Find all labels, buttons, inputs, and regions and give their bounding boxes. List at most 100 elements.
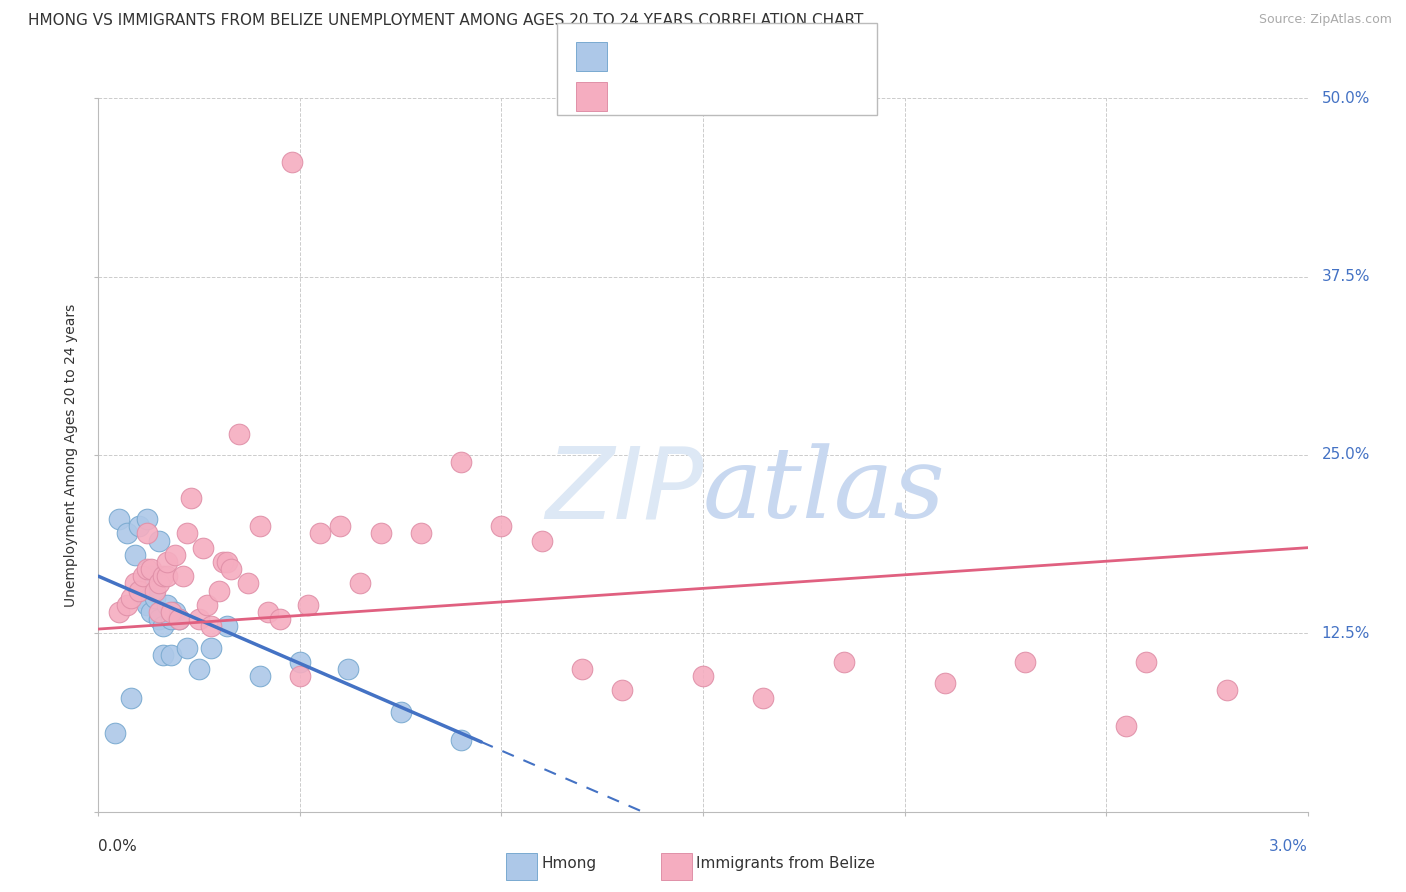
- Point: [128, 583, 150, 598]
- Point: [120, 690, 142, 705]
- Point: [329, 519, 352, 533]
- Point: [200, 640, 222, 655]
- Text: HMONG VS IMMIGRANTS FROM BELIZE UNEMPLOYMENT AMONG AGES 20 TO 24 YEARS CORRELATI: HMONG VS IMMIGRANTS FROM BELIZE UNEMPLOY…: [28, 13, 863, 29]
- Point: [409, 526, 432, 541]
- Point: [152, 619, 174, 633]
- Point: [249, 669, 271, 683]
- Point: [297, 598, 319, 612]
- Point: [281, 155, 304, 169]
- Point: [692, 669, 714, 683]
- Text: Immigrants from Belize: Immigrants from Belize: [696, 856, 875, 871]
- Point: [156, 555, 179, 569]
- Point: [115, 598, 138, 612]
- Point: [337, 662, 360, 676]
- Point: [180, 491, 202, 505]
- Point: [370, 526, 392, 541]
- Point: [752, 690, 775, 705]
- Point: [236, 576, 259, 591]
- Point: [160, 605, 183, 619]
- Text: Source: ZipAtlas.com: Source: ZipAtlas.com: [1258, 13, 1392, 27]
- Text: R =  0.094   N = 55: R = 0.094 N = 55: [619, 87, 780, 105]
- Point: [103, 726, 125, 740]
- Text: atlas: atlas: [703, 443, 946, 538]
- Text: 50.0%: 50.0%: [1322, 91, 1369, 105]
- Point: [128, 519, 150, 533]
- Point: [135, 512, 157, 526]
- Point: [132, 591, 155, 605]
- Point: [309, 526, 332, 541]
- Point: [193, 541, 215, 555]
- Point: [188, 612, 211, 626]
- Text: 3.0%: 3.0%: [1268, 839, 1308, 855]
- Text: Hmong: Hmong: [541, 856, 596, 871]
- Point: [156, 598, 179, 612]
- Point: [221, 562, 243, 576]
- Point: [167, 612, 190, 626]
- Point: [172, 569, 194, 583]
- Point: [139, 562, 162, 576]
- Point: [163, 548, 186, 562]
- Text: 37.5%: 37.5%: [1322, 269, 1369, 284]
- Point: [139, 569, 162, 583]
- Text: 12.5%: 12.5%: [1322, 626, 1369, 640]
- Point: [228, 426, 250, 441]
- Point: [249, 519, 271, 533]
- Point: [349, 576, 371, 591]
- Point: [1135, 655, 1157, 669]
- Point: [115, 526, 138, 541]
- Point: [389, 705, 412, 719]
- Point: [143, 591, 166, 605]
- Point: [530, 533, 553, 548]
- Point: [156, 569, 179, 583]
- Point: [217, 619, 239, 633]
- Point: [1115, 719, 1137, 733]
- Point: [450, 733, 472, 747]
- Point: [571, 662, 593, 676]
- Point: [143, 583, 166, 598]
- Point: [152, 569, 174, 583]
- Point: [135, 598, 157, 612]
- Point: [148, 533, 170, 548]
- Point: [148, 576, 170, 591]
- Point: [160, 648, 183, 662]
- Point: [135, 562, 157, 576]
- Text: 0.0%: 0.0%: [98, 839, 138, 855]
- Point: [148, 612, 170, 626]
- Point: [124, 548, 146, 562]
- Point: [120, 591, 142, 605]
- Point: [160, 612, 183, 626]
- Point: [212, 555, 235, 569]
- Point: [176, 526, 198, 541]
- Point: [188, 662, 211, 676]
- Point: [135, 526, 157, 541]
- Point: [132, 569, 155, 583]
- Point: [256, 605, 278, 619]
- Text: 25.0%: 25.0%: [1322, 448, 1369, 462]
- Point: [1216, 683, 1239, 698]
- Point: [128, 583, 150, 598]
- Point: [152, 648, 174, 662]
- Point: [176, 640, 198, 655]
- Point: [167, 612, 190, 626]
- Point: [934, 676, 956, 690]
- Point: [107, 605, 129, 619]
- Point: [163, 605, 186, 619]
- Point: [148, 605, 170, 619]
- Point: [450, 455, 472, 469]
- Point: [1014, 655, 1036, 669]
- Point: [288, 669, 311, 683]
- Point: [107, 512, 129, 526]
- Point: [832, 655, 855, 669]
- Point: [139, 605, 162, 619]
- Text: R = -0.330   N = 31: R = -0.330 N = 31: [619, 47, 782, 65]
- Text: ZIP: ZIP: [544, 442, 703, 539]
- Point: [217, 555, 239, 569]
- Point: [208, 583, 231, 598]
- Point: [612, 683, 634, 698]
- Point: [124, 576, 146, 591]
- Point: [269, 612, 291, 626]
- Point: [200, 619, 222, 633]
- Point: [195, 598, 218, 612]
- Y-axis label: Unemployment Among Ages 20 to 24 years: Unemployment Among Ages 20 to 24 years: [65, 303, 79, 607]
- Point: [288, 655, 311, 669]
